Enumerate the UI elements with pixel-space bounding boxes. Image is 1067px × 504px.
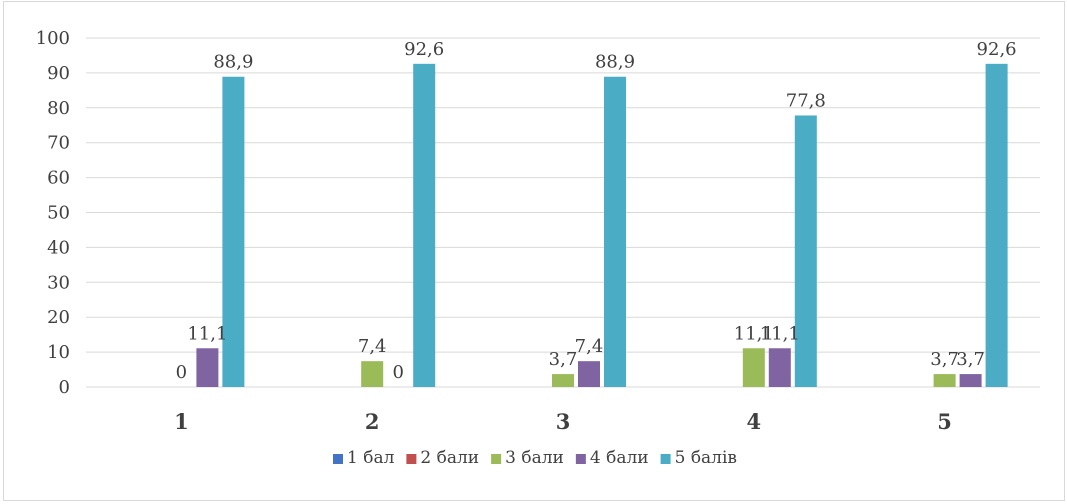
data-label: 88,9 (595, 52, 635, 73)
legend-item: 1 бал (333, 448, 395, 468)
data-label: 11,1 (734, 323, 774, 344)
y-tick-label: 60 (47, 168, 70, 189)
legend-swatch (660, 454, 671, 464)
data-label: 77,8 (786, 90, 826, 111)
y-tick-label: 30 (47, 272, 70, 293)
data-label: 3,7 (956, 349, 985, 370)
data-label: 3,7 (930, 349, 959, 370)
legend-swatch (575, 454, 586, 464)
data-label: 11,1 (187, 323, 227, 344)
bar-cat5-series4 (959, 374, 982, 387)
gridlines (86, 37, 1040, 388)
x-category-label: 2 (365, 409, 380, 434)
y-tick-label: 0 (59, 377, 70, 398)
bar-cat2-series5 (413, 63, 436, 388)
y-tick-label: 90 (47, 63, 70, 84)
data-labels: 011,188,97,4092,63,77,488,911,111,177,83… (176, 39, 1017, 383)
legend-item: 5 балів (660, 448, 737, 468)
bar-cat4-series5 (794, 115, 817, 387)
bar-cat4-series4 (768, 348, 791, 387)
data-label: 0 (392, 362, 403, 383)
y-tick-label: 100 (36, 28, 70, 49)
y-tick-label: 50 (47, 203, 70, 224)
data-label: 88,9 (213, 52, 253, 73)
bars (196, 63, 1008, 388)
legend-label: 3 бали (505, 448, 564, 468)
bar-cat5-series3 (933, 374, 956, 387)
data-label: 92,6 (404, 39, 444, 60)
legend-label: 4 бали (590, 448, 649, 468)
legend-swatch (491, 454, 502, 464)
x-axis-categories: 1 2 3 4 5 (174, 409, 952, 434)
x-category-label: 4 (746, 409, 761, 434)
chart-frame: 0 10 20 30 40 50 60 70 80 90 100 0 11,1 88,9 7,4 0 92,6… (3, 1, 1065, 501)
legend-swatch (333, 454, 343, 464)
legend-swatch (406, 454, 417, 464)
legend-label: 1 бал (347, 448, 395, 468)
x-category-label: 3 (556, 409, 571, 434)
x-category-label: 1 (174, 409, 189, 434)
x-category-label: 5 (937, 409, 952, 434)
bar-cat3-series4 (578, 361, 600, 387)
data-label: 7,4 (358, 336, 387, 357)
data-label: 3,7 (549, 349, 578, 370)
y-axis-ticks: 0 10 20 30 40 50 60 70 80 90 100 (36, 28, 70, 398)
legend: 1 бал 2 бали 3 бали 4 бали 5 балів (333, 448, 737, 468)
bar-cat5-series5 (985, 63, 1008, 388)
bar-cat3-series3 (552, 374, 574, 387)
bar-cat2-series3 (361, 361, 384, 387)
data-label: 11,1 (760, 323, 800, 344)
bar-cat4-series3 (742, 348, 765, 387)
bar-cat3-series5 (604, 76, 626, 387)
data-label: 0 (176, 362, 187, 383)
y-tick-label: 80 (47, 98, 70, 119)
y-tick-label: 10 (47, 342, 70, 363)
data-label: 7,4 (575, 336, 604, 357)
legend-item: 3 бали (491, 448, 564, 468)
legend-label: 5 балів (675, 448, 737, 468)
y-tick-label: 20 (47, 307, 70, 328)
legend-label: 2 бали (420, 448, 479, 468)
bar-cat1-series5 (222, 76, 245, 387)
bar-cat1-series4 (196, 348, 219, 387)
y-tick-label: 40 (47, 237, 70, 258)
y-tick-label: 70 (47, 133, 70, 154)
data-label: 92,6 (977, 39, 1017, 60)
legend-item: 2 бали (406, 448, 479, 468)
legend-item: 4 бали (575, 448, 649, 468)
